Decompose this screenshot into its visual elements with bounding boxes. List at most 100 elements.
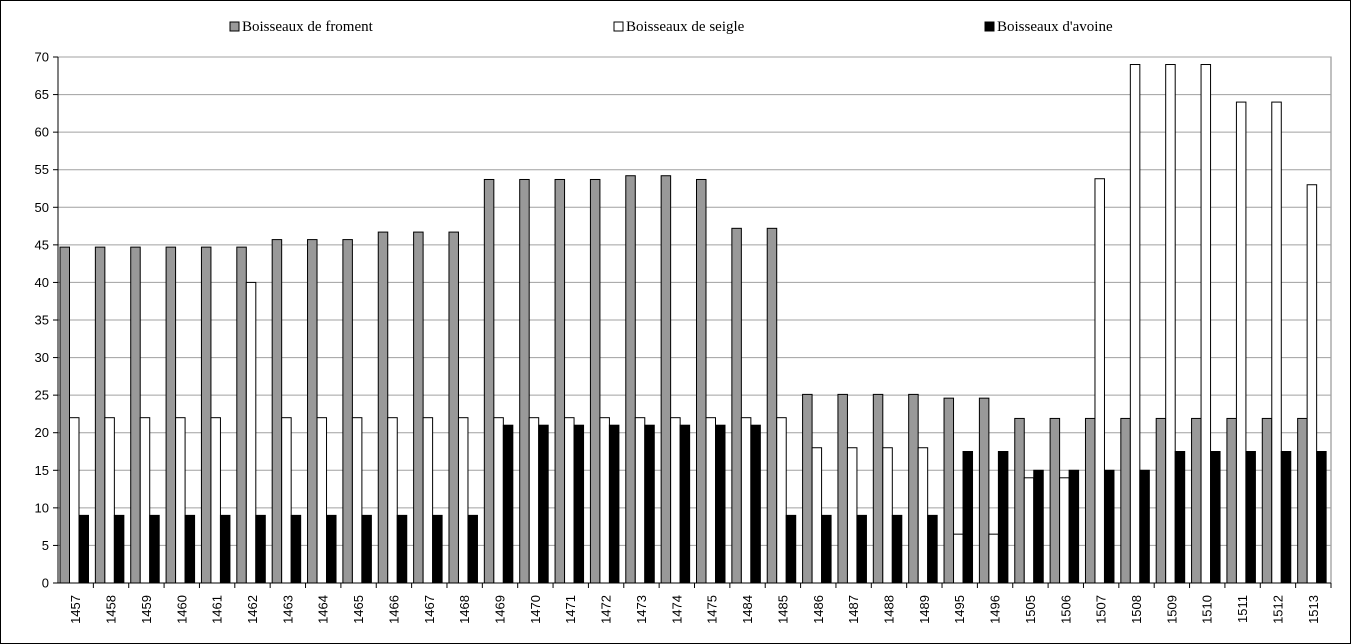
bar-series-3 [1316, 451, 1327, 584]
bar-series-3 [715, 424, 726, 584]
bar-series-3 [891, 514, 903, 584]
x-tick-label: 1505 [1023, 595, 1038, 624]
y-tick-label: 45 [35, 237, 49, 252]
x-tick-label: 1510 [1200, 595, 1215, 624]
x-tick-label: 1513 [1306, 595, 1321, 624]
bar-series-1 [165, 246, 177, 584]
bar-series-3 [927, 514, 938, 584]
x-tick-label: 1462 [245, 595, 260, 624]
y-tick-label: 60 [35, 125, 49, 140]
bar-series-1 [625, 175, 636, 584]
bar-series-2 [1235, 101, 1247, 584]
x-tick-label: 1457 [68, 595, 83, 624]
legend-swatch-1 [229, 21, 240, 32]
bar-series-2 [599, 417, 610, 584]
bar-series-1 [554, 178, 566, 584]
bar-series-1 [483, 178, 495, 584]
bar-series-3 [750, 424, 761, 584]
bar-series-3 [1174, 451, 1186, 584]
x-tick-label: 1470 [528, 595, 543, 624]
x-tick-label: 1471 [563, 595, 578, 624]
x-tick-label: 1488 [881, 595, 896, 624]
bar-series-1 [837, 393, 848, 584]
x-tick-label: 1464 [316, 595, 331, 624]
bar-series-2 [351, 417, 363, 584]
bar-series-2 [670, 417, 681, 584]
x-tick-label: 1459 [139, 595, 154, 624]
legend-label-1: Boisseaux de froment [242, 19, 374, 35]
x-tick-label: 1508 [1129, 595, 1144, 624]
bar-series-3 [396, 514, 408, 584]
x-tick-label: 1472 [599, 595, 614, 624]
bar-series-1 [1120, 417, 1131, 584]
bar-series-2 [69, 417, 80, 584]
x-tick-label: 1509 [1164, 595, 1179, 624]
x-tick-label: 1496 [988, 595, 1003, 624]
legend-swatch-2 [613, 21, 624, 32]
y-tick-label: 15 [35, 463, 49, 478]
bar-series-1 [1226, 417, 1237, 584]
bar-series-2 [422, 417, 434, 584]
bar-series-3 [962, 451, 974, 584]
bar-series-3 [785, 514, 797, 584]
x-tick-label: 1469 [493, 595, 508, 624]
bar-series-2 [705, 417, 716, 584]
y-tick-label: 70 [35, 50, 49, 65]
bar-series-1 [519, 178, 530, 584]
bar-series-2 [493, 417, 504, 584]
x-tick-label: 1461 [210, 595, 225, 624]
legend-label-3: Boisseaux d'avoine [997, 19, 1113, 35]
bar-series-1 [200, 246, 212, 584]
bar-series-3 [1068, 469, 1080, 584]
x-tick-label: 1506 [1058, 595, 1073, 624]
bar-series-1 [731, 227, 742, 584]
bar-series-2 [740, 417, 752, 584]
bar-series-2 [387, 417, 398, 584]
bar-series-2 [953, 533, 964, 584]
bar-series-3 [432, 514, 443, 584]
bar-series-1 [59, 246, 70, 584]
bar-series-2 [1129, 64, 1141, 584]
bar-series-2 [316, 417, 328, 584]
bar-series-3 [608, 424, 620, 584]
bar-series-2 [811, 447, 823, 584]
bar-series-3 [1245, 451, 1256, 584]
bar-series-3 [502, 424, 514, 584]
bar-series-2 [776, 417, 787, 584]
bar-series-2 [139, 417, 151, 584]
bar-series-2 [1165, 64, 1176, 584]
bar-series-1 [377, 231, 389, 584]
bar-series-1 [413, 231, 424, 584]
bar-series-3 [644, 424, 655, 584]
x-tick-label: 1463 [280, 595, 295, 624]
bar-series-3 [1103, 469, 1115, 584]
x-tick-label: 1474 [669, 595, 684, 624]
bar-series-1 [943, 397, 955, 584]
bar-series-2 [104, 417, 115, 584]
y-tick-label: 40 [35, 275, 49, 290]
bar-series-2 [457, 417, 469, 584]
x-tick-label: 1466 [386, 595, 401, 624]
bar-series-3 [1280, 451, 1292, 584]
x-tick-label: 1495 [952, 595, 967, 624]
bar-series-1 [766, 227, 778, 584]
bar-series-2 [175, 417, 186, 584]
x-tick-label: 1487 [846, 595, 861, 624]
x-tick-label: 1465 [351, 595, 366, 624]
bar-series-3 [538, 424, 549, 584]
bar-series-1 [1155, 417, 1167, 584]
x-tick-label: 1460 [174, 595, 189, 624]
bar-series-1 [236, 246, 247, 584]
bar-series-2 [846, 447, 858, 584]
x-tick-label: 1485 [775, 595, 790, 624]
bar-series-3 [1210, 451, 1221, 584]
x-tick-label: 1484 [740, 595, 755, 624]
y-tick-label: 25 [35, 388, 49, 403]
bar-series-1 [130, 246, 141, 584]
bar-series-1 [94, 246, 106, 584]
bar-series-1 [1261, 417, 1273, 584]
bar-series-2 [210, 417, 221, 584]
bar-series-3 [255, 514, 266, 584]
